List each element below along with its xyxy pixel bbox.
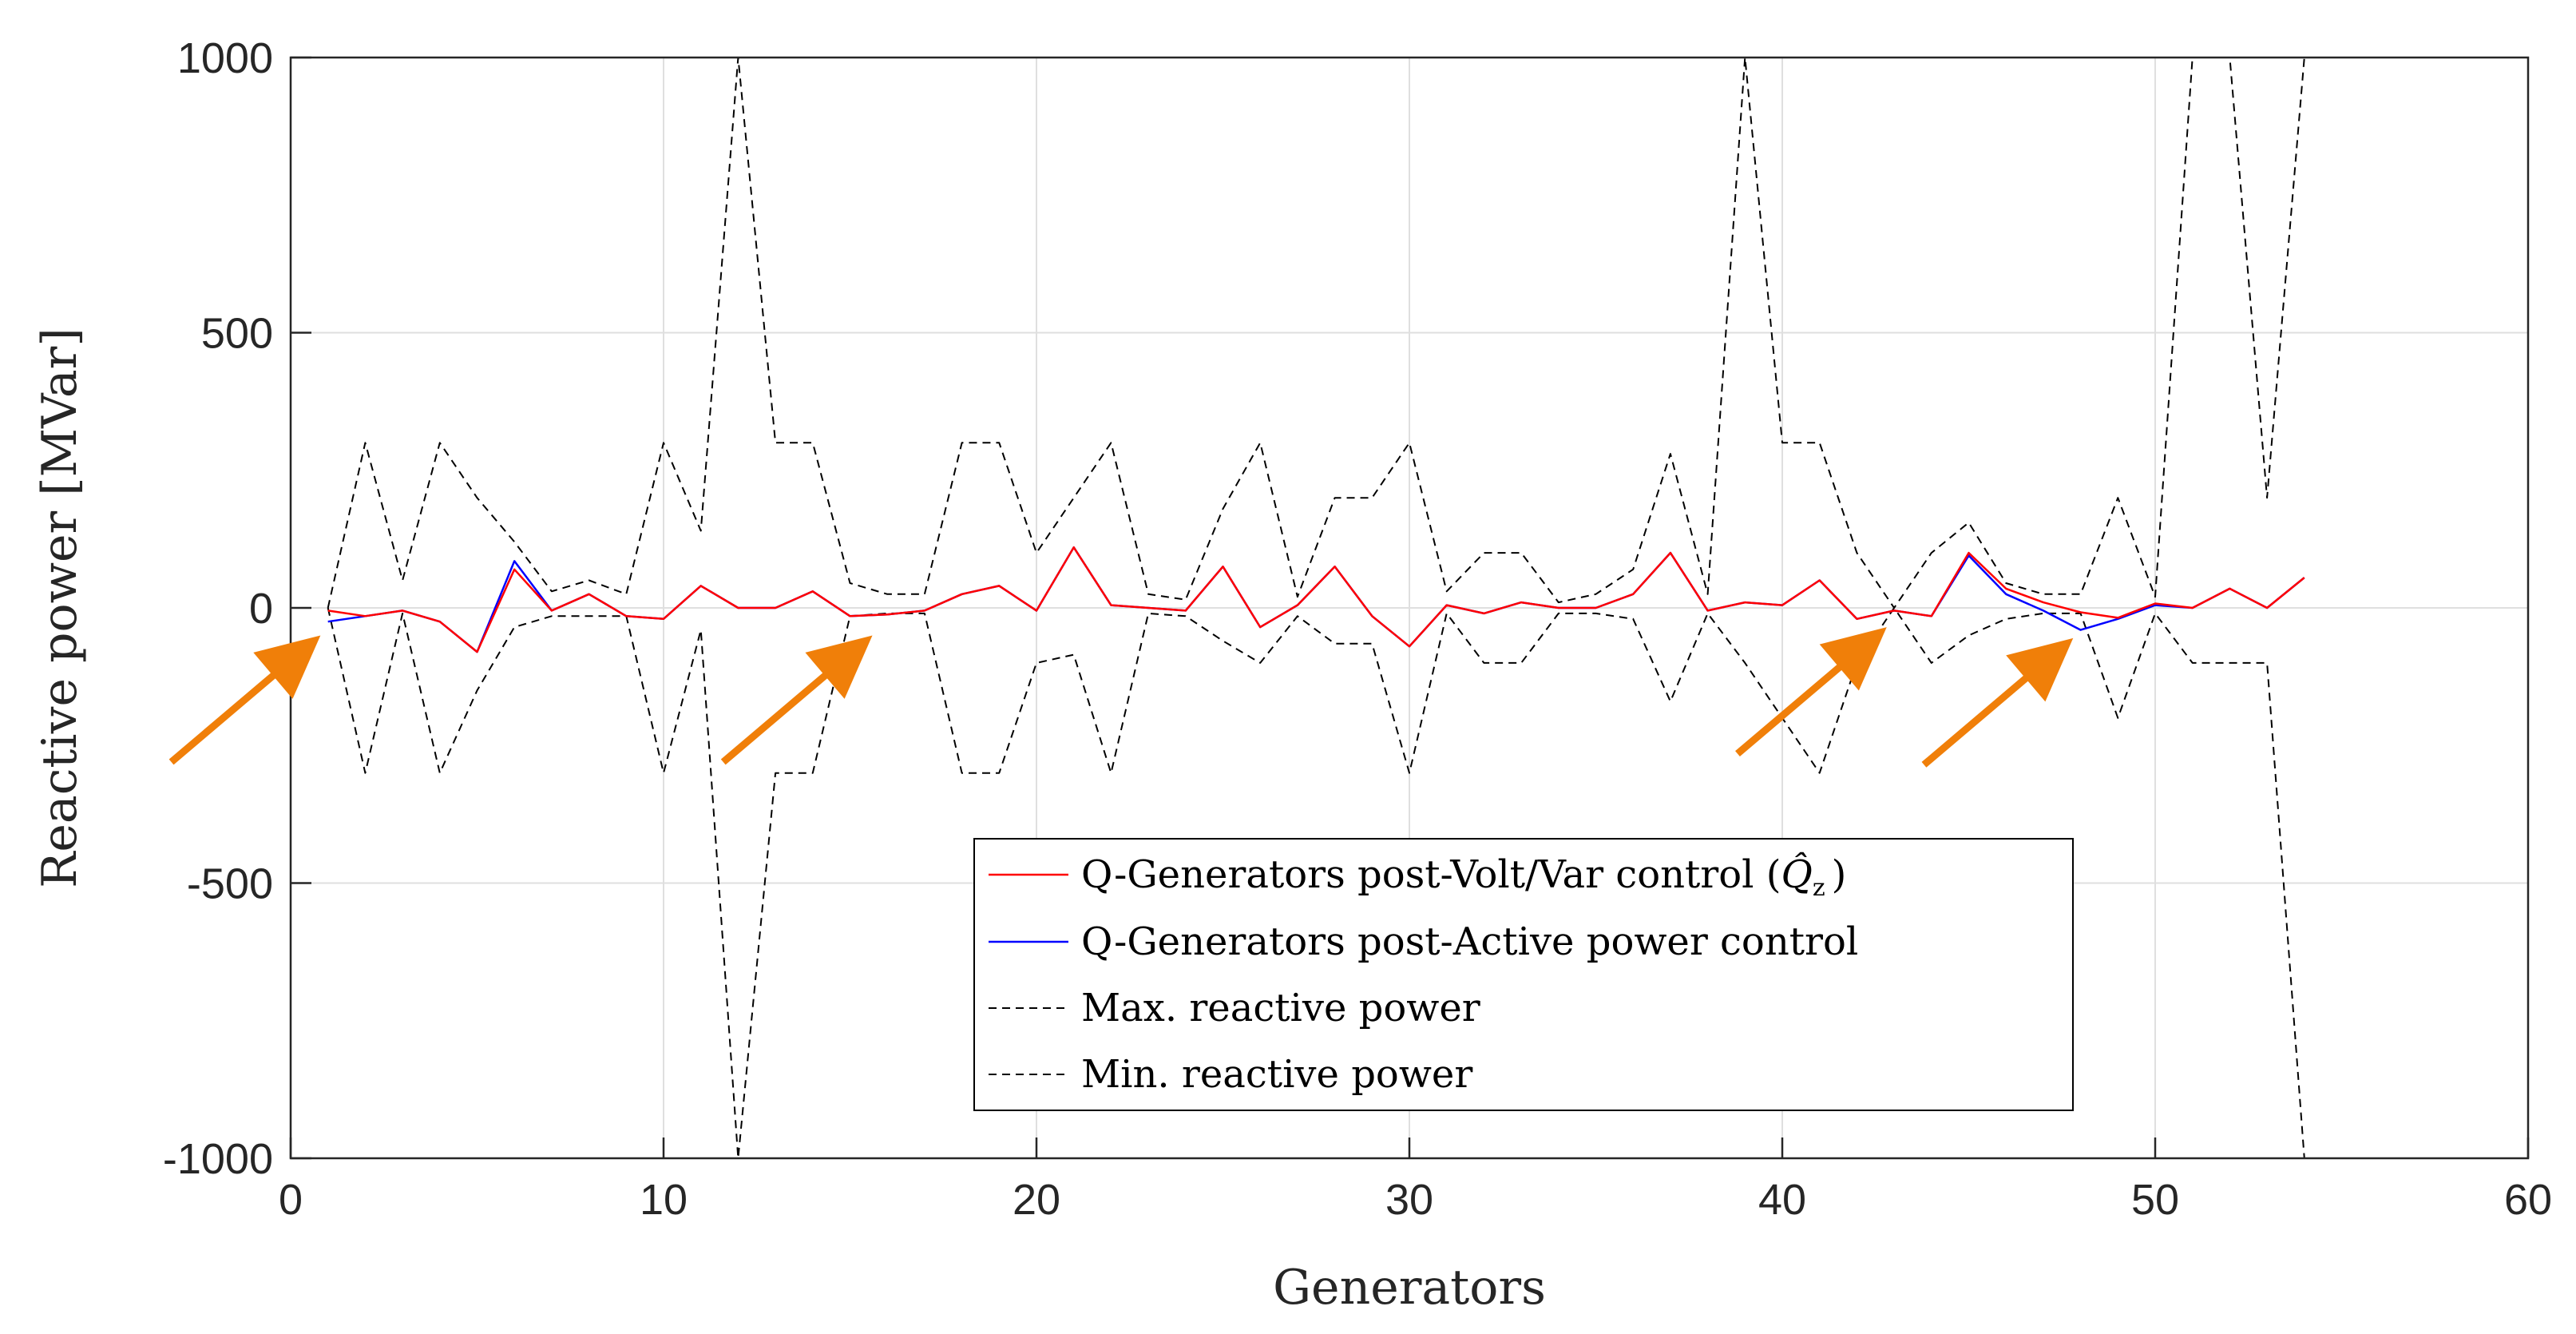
- arrow-head: [1819, 627, 1887, 691]
- x-tick-label: 60: [2504, 1176, 2552, 1224]
- legend-label-volt-var: Q-Generators post-Volt/Var control (Q̂z): [1081, 851, 1846, 902]
- legend-box: [973, 838, 2074, 1111]
- annotations: [168, 627, 2074, 768]
- x-tick-label: 30: [1385, 1176, 1433, 1224]
- arrow-shaft: [168, 669, 279, 765]
- q-hat-subscript: z: [1813, 874, 1825, 902]
- data-lines: [327, 58, 2305, 1158]
- x-tick-label: 20: [1013, 1176, 1060, 1224]
- y-tick-label: 1000: [177, 34, 273, 82]
- arrow-head: [253, 635, 321, 699]
- x-axis-label: Generators: [1273, 1260, 1546, 1316]
- legend-label-active-power: Q-Generators post-Active power control: [1081, 919, 1858, 964]
- x-tick-label: 0: [279, 1176, 303, 1224]
- tick-labels: 0 10 20 30 40 50 60 -1000 -500 0 500 1000: [163, 34, 2552, 1224]
- x-tick-label: 50: [2131, 1176, 2179, 1224]
- y-tick-label: 0: [249, 585, 273, 633]
- x-tick-label: 40: [1758, 1176, 1806, 1224]
- y-tick-label: 500: [201, 310, 273, 358]
- legend-label-max-reactive: Max. reactive power: [1081, 986, 1480, 1030]
- arrow-head: [2006, 637, 2074, 702]
- arrow-shaft: [1921, 673, 2032, 768]
- arrow-head: [805, 635, 873, 699]
- q-hat-symbol: Q̂: [1781, 851, 1812, 897]
- series-min-reactive-line: [327, 607, 2305, 1158]
- series-volt-var-line: [327, 546, 2305, 653]
- annotation-arrow: [168, 635, 321, 765]
- legend: Q-Generators post-Volt/Var control (Q̂z)…: [973, 838, 2074, 1111]
- arrow-shaft: [720, 669, 831, 765]
- arrow-shaft: [1735, 661, 1845, 757]
- y-tick-label: -1000: [163, 1135, 273, 1183]
- y-axis-label: Reactive power [MVar]: [32, 328, 88, 888]
- y-tick-label: -500: [187, 860, 273, 908]
- legend-paren-close: ): [1832, 852, 1847, 897]
- annotation-arrow: [720, 635, 873, 765]
- annotation-arrow: [1735, 627, 1887, 757]
- x-tick-label: 10: [640, 1176, 688, 1224]
- series-max-reactive-line: [327, 58, 2305, 609]
- tick-marks: [289, 56, 2530, 1160]
- annotation-arrow: [1921, 637, 2074, 768]
- legend-label-min-reactive: Min. reactive power: [1081, 1052, 1472, 1097]
